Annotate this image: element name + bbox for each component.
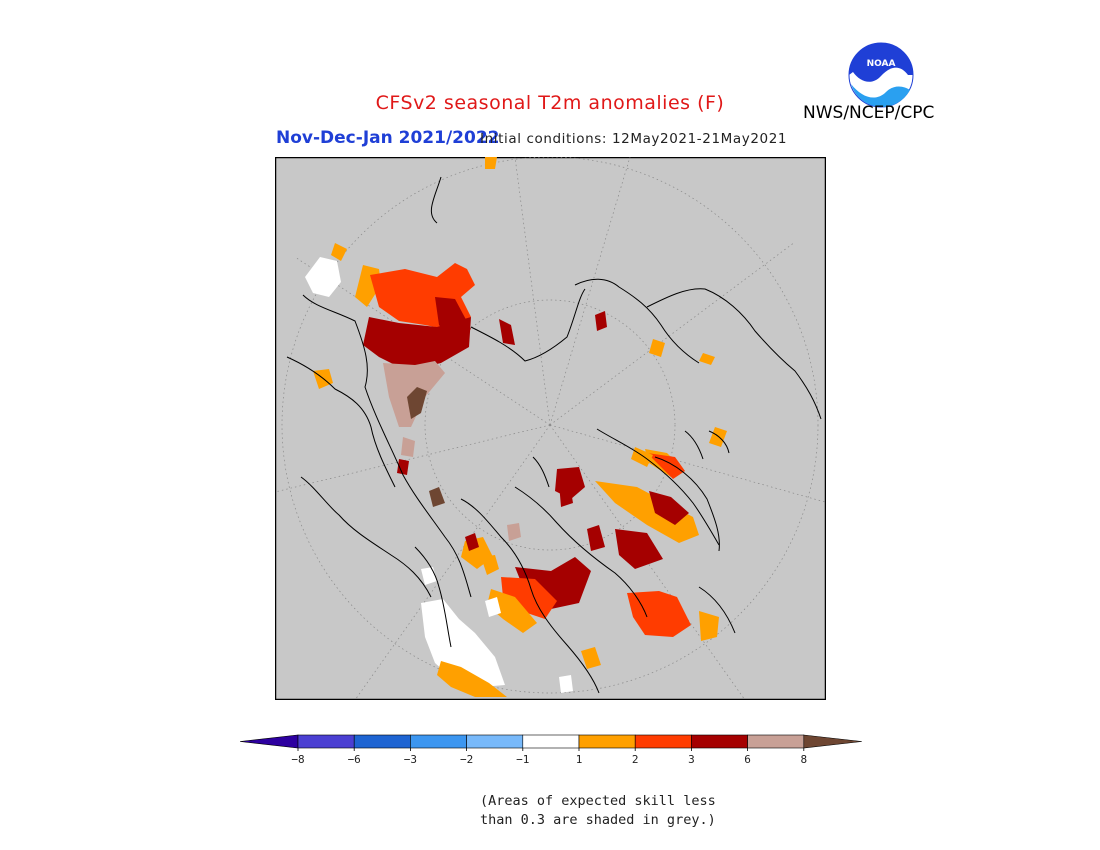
patch-na-orange bbox=[487, 589, 537, 633]
anomaly-colorbar: −8 −6 −3 −2 −1 1 2 3 6 8 bbox=[240, 734, 862, 766]
patch-alaska-darkred bbox=[649, 491, 689, 525]
colorbar-tick-label-1: −6 bbox=[348, 753, 361, 766]
patch-balkans-darkred bbox=[397, 459, 409, 475]
patch-nz-darkred bbox=[595, 311, 607, 331]
patch-ak-coast-orange bbox=[709, 427, 727, 447]
patch-balkans-tan bbox=[401, 437, 415, 457]
colorbar-tick-label-0: −8 bbox=[291, 753, 304, 766]
noaa-logo: NOAA bbox=[848, 42, 914, 108]
patch-arch-darkred-a bbox=[559, 479, 573, 507]
colorbar-bin-7 bbox=[634, 734, 692, 749]
patch-alaska-red bbox=[647, 453, 685, 479]
patch-canada-darkred-b bbox=[615, 529, 663, 569]
colorbar-bin-2 bbox=[353, 734, 411, 749]
colorbar-bin-8 bbox=[691, 734, 748, 749]
patch-us-white-c bbox=[559, 675, 573, 693]
noaa-logo-text: NOAA bbox=[867, 59, 896, 69]
patch-far-east-orange bbox=[649, 339, 665, 357]
colorbar-bin-4 bbox=[466, 734, 524, 749]
colorbar-bin-1 bbox=[297, 734, 355, 749]
colorbar-tick-label-8: 6 bbox=[744, 753, 751, 766]
forecast-period: Nov-Dec-Jan 2021/2022 bbox=[276, 128, 500, 148]
patch-arch-darkred-b bbox=[587, 525, 605, 551]
patch-europe-brown bbox=[407, 387, 427, 419]
lat-lon-grid bbox=[275, 157, 826, 700]
patch-na-orange-c bbox=[481, 555, 499, 575]
colorbar-tick-labels: −8 −6 −3 −2 −1 1 2 3 6 8 bbox=[291, 748, 807, 766]
patch-canada-orange-d bbox=[699, 611, 719, 641]
colorbar-tick-label-2: −3 bbox=[404, 753, 417, 766]
patch-europe-white bbox=[305, 257, 341, 297]
chart-title: CFSv2 seasonal T2m anomalies (F) bbox=[375, 92, 725, 114]
patch-us-white-d bbox=[485, 597, 501, 617]
patch-alaska-orange-c bbox=[595, 481, 699, 543]
colorbar-tick-label-5: 1 bbox=[576, 753, 583, 766]
patch-hudson-orange bbox=[581, 647, 601, 669]
patch-arch-tan bbox=[507, 523, 521, 541]
coastlines bbox=[286, 176, 822, 694]
colorbar-tick-label-6: 2 bbox=[632, 753, 639, 766]
anomaly-patches bbox=[305, 157, 727, 697]
colorbar-bin-3 bbox=[410, 734, 467, 749]
colorbar-bin-10 bbox=[803, 734, 862, 749]
patch-europe-darkred-b bbox=[435, 297, 471, 341]
skill-note-line1: (Areas of expected skill less bbox=[480, 793, 716, 809]
skill-note-line2: than 0.3 are shaded in grey.) bbox=[480, 812, 716, 828]
colorbar-tick-label-3: −2 bbox=[460, 753, 473, 766]
patch-na-red bbox=[501, 577, 557, 619]
patch-canada-red-b bbox=[627, 591, 691, 637]
agency-label: NWS/NCEP/CPC bbox=[803, 103, 935, 123]
patch-us-orange bbox=[437, 661, 507, 697]
polar-anomaly-map bbox=[275, 157, 826, 700]
patch-top-orange bbox=[485, 157, 497, 169]
colorbar-bin-6 bbox=[578, 734, 636, 749]
colorbar-tick-label-9: 8 bbox=[800, 753, 807, 766]
colorbar-tick-label-4: −1 bbox=[516, 753, 529, 766]
patch-far-east-orange-b bbox=[699, 353, 715, 365]
colorbar-tick-label-7: 3 bbox=[688, 753, 695, 766]
patch-europe-orange-a bbox=[331, 243, 347, 261]
colorbar-bin-5 bbox=[522, 734, 580, 749]
colorbar-bin-0 bbox=[240, 734, 299, 749]
colorbar-bin-9 bbox=[747, 734, 805, 749]
colorbar-boxes bbox=[240, 734, 862, 749]
patch-na-darkred-c bbox=[465, 533, 479, 551]
patch-baltic-darkred bbox=[499, 319, 515, 345]
skill-note: (Areas of expected skill less than 0.3 a… bbox=[480, 792, 716, 830]
initial-conditions: Initial conditions: 12May2021-21May2021 bbox=[480, 131, 788, 147]
patch-med-brown bbox=[429, 487, 445, 507]
